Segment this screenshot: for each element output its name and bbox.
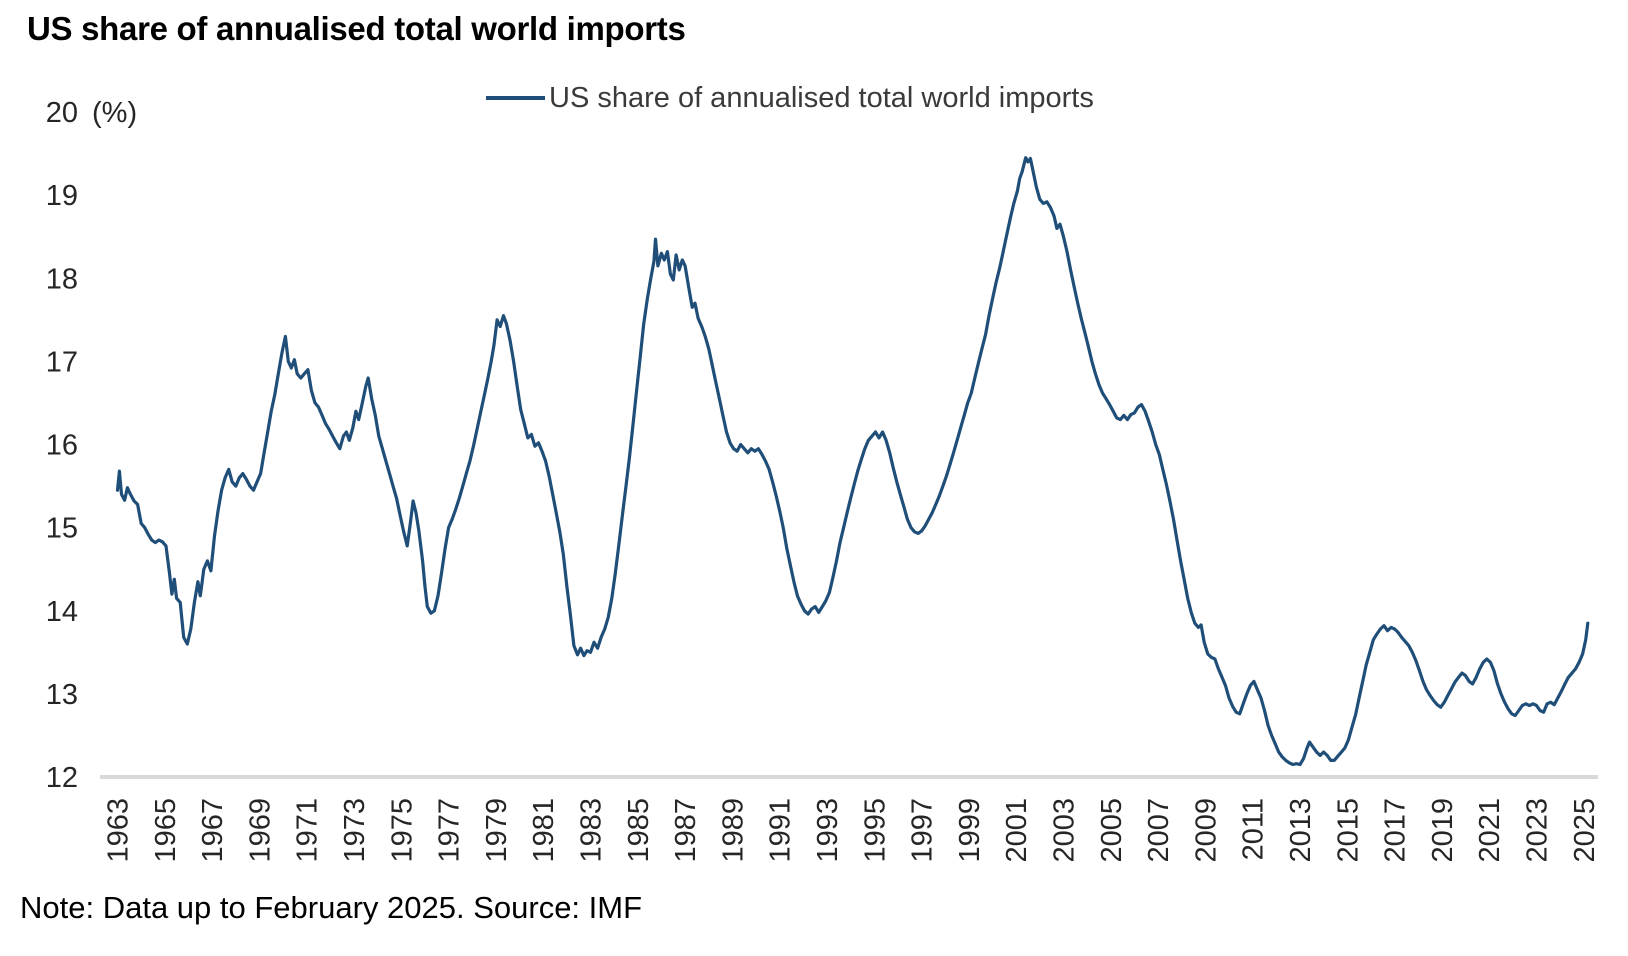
chart-title: US share of annualised total world impor… xyxy=(27,10,686,47)
x-axis-tick-label: 2007 xyxy=(1143,798,1175,863)
x-axis-tick-label: 1989 xyxy=(717,798,749,863)
x-axis-tick-label: 2015 xyxy=(1332,798,1364,863)
source-note: Note: Data up to February 2025. Source: … xyxy=(20,890,643,925)
y-axis-tick-label: 16 xyxy=(46,430,78,462)
x-axis-tick-label: 1969 xyxy=(244,798,276,863)
y-axis-tick-label: 15 xyxy=(46,513,78,545)
y-axis-tick-label: 19 xyxy=(46,180,78,212)
x-axis-tick-label: 1963 xyxy=(103,798,135,863)
x-axis-tick-label: 2013 xyxy=(1285,798,1317,863)
x-axis-tick-label: 1971 xyxy=(292,798,324,863)
y-axis-tick-label: 14 xyxy=(46,596,78,628)
x-axis-tick-label: 1983 xyxy=(576,798,608,863)
y-axis-tick-label: 17 xyxy=(46,346,78,378)
x-axis-tick-label: 2009 xyxy=(1190,798,1222,863)
y-axis-tick-label: 13 xyxy=(46,679,78,711)
x-axis-tick-label: 2005 xyxy=(1096,798,1128,863)
x-axis-tick-label: 2003 xyxy=(1049,798,1081,863)
y-axis-tick-label: 18 xyxy=(46,263,78,295)
x-axis-tick-label: 2025 xyxy=(1569,798,1601,863)
x-axis-tick-label: 1979 xyxy=(481,798,513,863)
x-axis-tick-label: 1977 xyxy=(434,798,466,863)
legend-label: US share of annualised total world impor… xyxy=(549,82,1094,114)
x-axis-tick-label: 1987 xyxy=(670,798,702,863)
x-axis-tick-label: 1993 xyxy=(812,798,844,863)
legend-line-swatch xyxy=(486,96,545,100)
x-axis-tick-label: 2019 xyxy=(1427,798,1459,863)
x-axis-tick-label: 1975 xyxy=(386,798,418,863)
x-axis-tick-label: 2021 xyxy=(1474,798,1506,863)
x-axis-tick-label: 1991 xyxy=(765,798,797,863)
x-axis-tick-label: 1997 xyxy=(907,798,939,863)
x-axis-tick-label: 1973 xyxy=(339,798,371,863)
y-axis-tick-label: 12 xyxy=(46,762,78,794)
y-axis-unit-label: (%) xyxy=(92,97,137,129)
x-axis-tick-label: 1999 xyxy=(954,798,986,863)
x-axis-tick-label: 1985 xyxy=(623,798,655,863)
x-axis-tick-label: 1967 xyxy=(197,798,229,863)
y-axis-tick-label: 20 xyxy=(46,97,78,129)
x-axis-tick-label: 2017 xyxy=(1380,798,1412,863)
x-axis-tick-label: 1995 xyxy=(859,798,891,863)
series-line-us-import-share xyxy=(115,156,1590,767)
x-axis-tick-label: 1981 xyxy=(528,798,560,863)
x-axis-tick-label: 1965 xyxy=(150,798,182,863)
x-axis-tick-label: 2001 xyxy=(1001,798,1033,863)
x-axis-tick-label: 2011 xyxy=(1238,798,1270,860)
x-axis-tick-label: 2023 xyxy=(1522,798,1554,863)
legend: US share of annualised total world impor… xyxy=(486,82,1094,114)
